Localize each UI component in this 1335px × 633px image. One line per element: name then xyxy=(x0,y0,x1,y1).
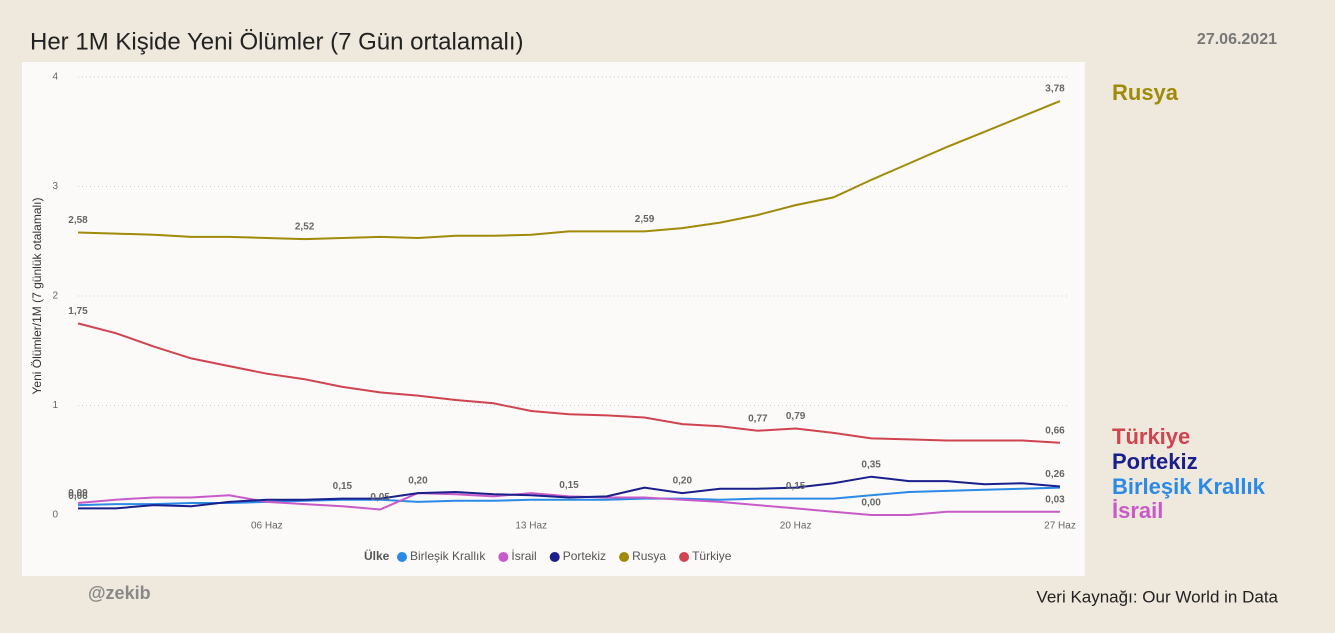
legend-label: Birleşik Krallık xyxy=(410,549,486,563)
data-label: 0,03 xyxy=(1045,494,1065,505)
data-label: 0,09 xyxy=(68,488,88,499)
data-label: 0,06 xyxy=(68,491,88,502)
x-tick-label: 06 Haz xyxy=(251,521,283,532)
y-tick-label: 0 xyxy=(52,510,58,521)
data-label: 0,35 xyxy=(861,459,881,470)
y-tick-label: 2 xyxy=(52,291,58,302)
legend-marker xyxy=(498,552,509,562)
author: @zekib xyxy=(88,583,151,603)
data-label: 0,26 xyxy=(1045,469,1065,480)
data-label: 0,20 xyxy=(408,476,428,487)
data-label: 0,15 xyxy=(333,481,353,492)
y-axis-title: Yeni Ölümler/1M (7 günlük otalamalı) xyxy=(30,198,44,395)
legend-title: Ülke xyxy=(364,548,390,563)
legend-marker xyxy=(679,552,690,562)
data-label: 3,78 xyxy=(1045,84,1065,95)
series-name-label: Birleşik Krallık xyxy=(1112,474,1266,499)
data-label: 0,15 xyxy=(559,480,579,491)
series-line xyxy=(77,492,1060,516)
data-label: 0,66 xyxy=(1045,425,1065,436)
series-line xyxy=(78,475,1061,510)
legend-marker xyxy=(549,552,560,562)
data-label: 0,77 xyxy=(748,413,768,424)
legend-label: Rusya xyxy=(632,549,666,563)
data-label: 1,75 xyxy=(68,306,88,317)
data-label: 0,15 xyxy=(786,481,806,492)
series-name-label: Türkiye xyxy=(1112,424,1190,449)
series-line xyxy=(77,322,1061,444)
data-label: 2,58 xyxy=(68,215,88,226)
y-tick-label: 4 xyxy=(52,72,58,83)
legend-label: İsrail xyxy=(511,549,536,563)
x-tick-label: 13 Haz xyxy=(515,521,547,532)
data-label: 2,59 xyxy=(635,214,655,225)
x-tick-label: 27 Haz xyxy=(1044,521,1076,532)
date: 27.06.2021 xyxy=(1197,31,1277,48)
legend-label: Portekiz xyxy=(563,549,606,563)
chart-panel xyxy=(22,62,1085,576)
data-label: 0,79 xyxy=(786,411,806,422)
series-line xyxy=(77,100,1061,241)
data-label: 0,05 xyxy=(370,492,390,503)
series-name-label: Rusya xyxy=(1112,80,1179,105)
source: Veri Kaynağı: Our World in Data xyxy=(1036,587,1278,606)
series-name-label: Portekiz xyxy=(1112,449,1198,474)
series-line xyxy=(77,486,1061,507)
data-label: 0,00 xyxy=(861,498,881,509)
legend-marker xyxy=(619,552,630,562)
data-label: 2,52 xyxy=(295,222,315,233)
series-name-label: İsrail xyxy=(1112,498,1163,523)
legend-label: Türkiye xyxy=(692,549,732,563)
legend-marker xyxy=(397,552,407,562)
chart-title: Her 1M Kişide Yeni Ölümler (7 Gün ortala… xyxy=(30,28,524,55)
y-tick-label: 1 xyxy=(52,400,58,411)
x-tick-label: 20 Haz xyxy=(780,521,812,532)
y-tick-label: 3 xyxy=(52,181,58,192)
data-label: 0,20 xyxy=(673,476,693,487)
